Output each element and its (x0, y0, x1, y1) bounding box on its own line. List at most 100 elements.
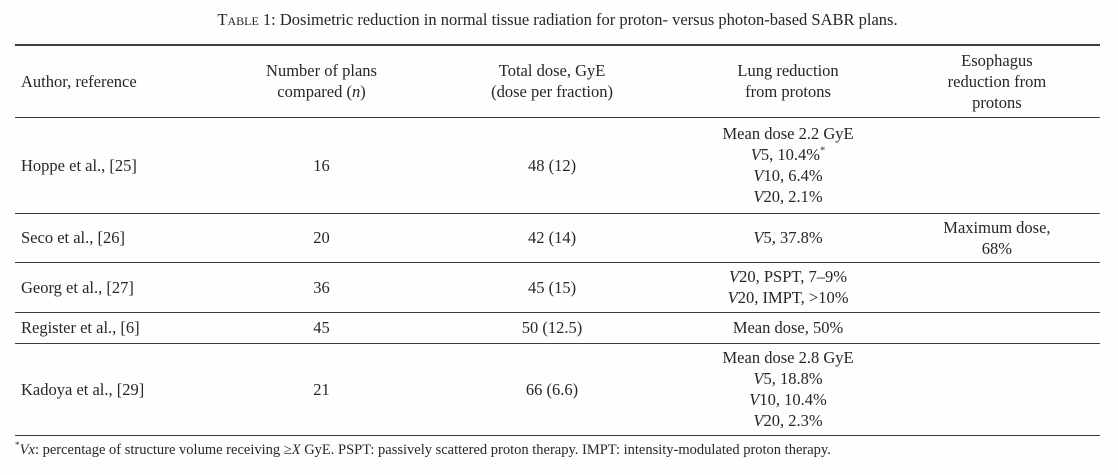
plans-cell: 45 (221, 312, 422, 343)
text-segment: 10, 10.4% (759, 390, 827, 409)
cell-line: 21 (225, 379, 418, 400)
cell-line: Mean dose, 50% (686, 317, 890, 338)
text-segment: V (729, 267, 740, 286)
text-segment: V (727, 288, 738, 307)
text-segment: 5, 10.4% (760, 145, 820, 164)
text-segment: V (753, 166, 764, 185)
table-caption: Table 1: Dosimetric reduction in normal … (15, 9, 1100, 31)
dosimetric-table: Author, reference Number of plans compared… (15, 44, 1100, 436)
column-header-esophagus: Esophagus reduction from protons (894, 45, 1100, 117)
text-segment: Register et al., [6] (21, 318, 140, 337)
text-segment: compared ( (277, 82, 352, 102)
text-segment: Mean dose, 50% (732, 318, 844, 337)
text-segment: Maximum dose, (943, 217, 1051, 237)
cell-line: (dose per fraction) (426, 81, 678, 102)
cell-line: V20, IMPT, >10% (686, 287, 890, 308)
author-cell: Georg et al., [27] (15, 262, 221, 312)
text-segment: Mean dose 2.2 GyE (722, 124, 854, 143)
text-segment: V (750, 145, 761, 164)
text-segment: 21 (313, 379, 330, 399)
lung-cell: Mean dose, 50% (682, 312, 894, 343)
cell-line: compared (n) (225, 81, 418, 102)
text-segment: * (15, 440, 20, 451)
text-segment: Total dose, GyE (498, 61, 606, 81)
cell-line: 68% (898, 238, 1096, 259)
text-segment: n (351, 82, 361, 102)
text-segment: V (749, 390, 760, 409)
text-segment: 20, 2.3% (763, 411, 823, 430)
cell-line: V5, 18.8% (686, 368, 890, 389)
text-segment: Kadoya et al., [29] (21, 379, 145, 399)
text-segment: Author, reference (21, 71, 137, 91)
text-segment: : percentage of structure volume receivi… (34, 441, 292, 458)
cell-line: from protons (686, 81, 890, 102)
text-segment: 20 (313, 228, 330, 247)
text-segment: Hoppe et al., [25] (21, 155, 137, 175)
lung-cell: Mean dose 2.8 GyE V5, 18.8% V10, 10.4% V20,… (682, 343, 894, 435)
text-segment: Lung reduction (737, 61, 839, 81)
text-segment: Georg et al., [27] (21, 277, 134, 297)
text-segment: 45 (313, 318, 330, 337)
column-header-dose: Total dose, GyE (dose per fraction) (422, 45, 682, 117)
cell-line: 66 (6.6) (426, 379, 678, 400)
text-segment: V (753, 411, 764, 430)
text-segment: reduction from (947, 71, 1047, 91)
plans-cell: 36 (221, 262, 422, 312)
cell-line: Kadoya et al., [29] (21, 379, 217, 400)
text-segment: * (820, 145, 826, 157)
cell-line: V5, 10.4%* (686, 144, 890, 165)
cell-line: V20, 2.1% (686, 186, 890, 207)
text-segment: Number of plans (266, 61, 377, 81)
column-header-plans: Number of plans compared (n) (221, 45, 422, 117)
text-segment: 16 (313, 155, 330, 175)
caption-label: Table 1: (217, 10, 276, 29)
text-segment: 20, IMPT, >10% (737, 288, 849, 307)
lung-cell: Mean dose 2.2 GyE V5, 10.4%* V10, 6.4% V20,… (682, 117, 894, 213)
author-cell: Seco et al., [26] (15, 213, 221, 262)
caption-text: Dosimetric reduction in normal tissue ra… (275, 10, 898, 29)
text-segment: 45 (15) (527, 277, 577, 297)
text-segment: GyE. PSPT: passively scattered proton th… (300, 441, 831, 458)
cell-line: Esophagus (898, 50, 1096, 71)
cell-line: Total dose, GyE (426, 60, 678, 81)
cell-line: V20, 2.3% (686, 410, 890, 431)
text-segment: V (753, 369, 764, 388)
dose-cell: 66 (6.6) (422, 343, 682, 435)
table-row: Kadoya et al., [29] 21 66 (6.6) Mean dose 2… (15, 343, 1100, 435)
plans-cell: 21 (221, 343, 422, 435)
cell-line: reduction from (898, 71, 1096, 92)
text-segment: 5, 18.8% (763, 369, 823, 388)
text-segment: V (753, 228, 764, 247)
author-cell: Hoppe et al., [25] (15, 117, 221, 213)
cell-line: 48 (12) (426, 155, 678, 176)
table-row: Register et al., [6] 45 50 (12.5) Mean dose… (15, 312, 1100, 343)
author-cell: Register et al., [6] (15, 312, 221, 343)
cell-line: Seco et al., [26] (21, 227, 217, 248)
text-segment: 20, PSPT, 7–9% (739, 267, 848, 286)
plans-cell: 16 (221, 117, 422, 213)
text-segment: 36 (313, 277, 330, 297)
cell-line: Register et al., [6] (21, 317, 217, 338)
plans-cell: 20 (221, 213, 422, 262)
table-footnote: *Vx: percentage of structure volume rece… (15, 441, 1100, 460)
text-segment: X (291, 441, 301, 458)
cell-line: V5, 37.8% (686, 227, 890, 248)
dose-cell: 45 (15) (422, 262, 682, 312)
lung-cell: V20, PSPT, 7–9% V20, IMPT, >10% (682, 262, 894, 312)
cell-line: Hoppe et al., [25] (21, 155, 217, 176)
cell-line: Maximum dose, (898, 217, 1096, 238)
esophagus-cell: Maximum dose, 68% (894, 213, 1100, 262)
text-segment: Esophagus (961, 50, 1033, 70)
text-segment: Mean dose 2.8 GyE (722, 348, 854, 367)
cell-line: 45 (15) (426, 277, 678, 298)
column-header-author: Author, reference (15, 45, 221, 117)
esophagus-cell (894, 262, 1100, 312)
cell-line: 42 (14) (426, 227, 678, 248)
text-segment: Vx (19, 441, 35, 458)
cell-line: Number of plans (225, 60, 418, 81)
cell-line: Author, reference (21, 71, 217, 92)
cell-line: Mean dose 2.2 GyE (686, 123, 890, 144)
text-segment: from protons (745, 82, 831, 102)
esophagus-cell (894, 117, 1100, 213)
table-row: Hoppe et al., [25] 16 48 (12) Mean dose 2.2… (15, 117, 1100, 213)
